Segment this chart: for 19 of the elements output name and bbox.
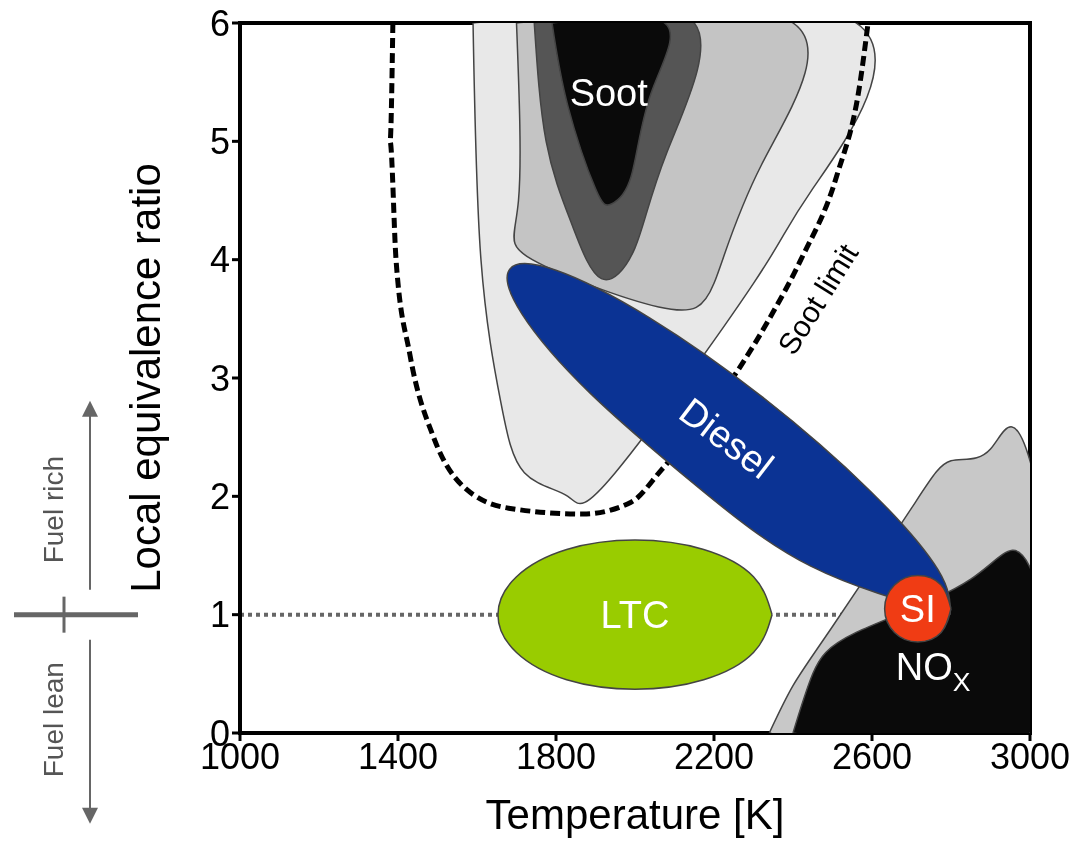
y-tick-label: 2 — [209, 476, 230, 518]
x-tick-label: 2200 — [673, 735, 755, 777]
text: Fuel lean — [38, 662, 70, 778]
x-axis-title: Temperature [K] — [485, 791, 785, 838]
series-label: NO$_{X}$ — [895, 646, 971, 698]
text: Fuel rich — [38, 455, 70, 564]
y-tick-label: 6 — [209, 2, 230, 44]
x-tick-label: 1400 — [357, 735, 439, 777]
y-tick-label: 3 — [209, 357, 230, 399]
x-tick-label: 2600 — [831, 735, 913, 777]
x-tick-label: 1800 — [515, 735, 597, 777]
y-axis-title: Local equivalence ratio — [121, 163, 169, 593]
series-label: LTC — [600, 593, 670, 636]
y-tick-label: 4 — [209, 239, 230, 281]
y-tick-label: 5 — [209, 121, 230, 163]
y-tick-label: 1 — [209, 594, 230, 636]
series-label: Soot — [569, 71, 649, 114]
x-tick-label: 3000 — [989, 735, 1071, 777]
series-label: SI — [899, 587, 936, 630]
